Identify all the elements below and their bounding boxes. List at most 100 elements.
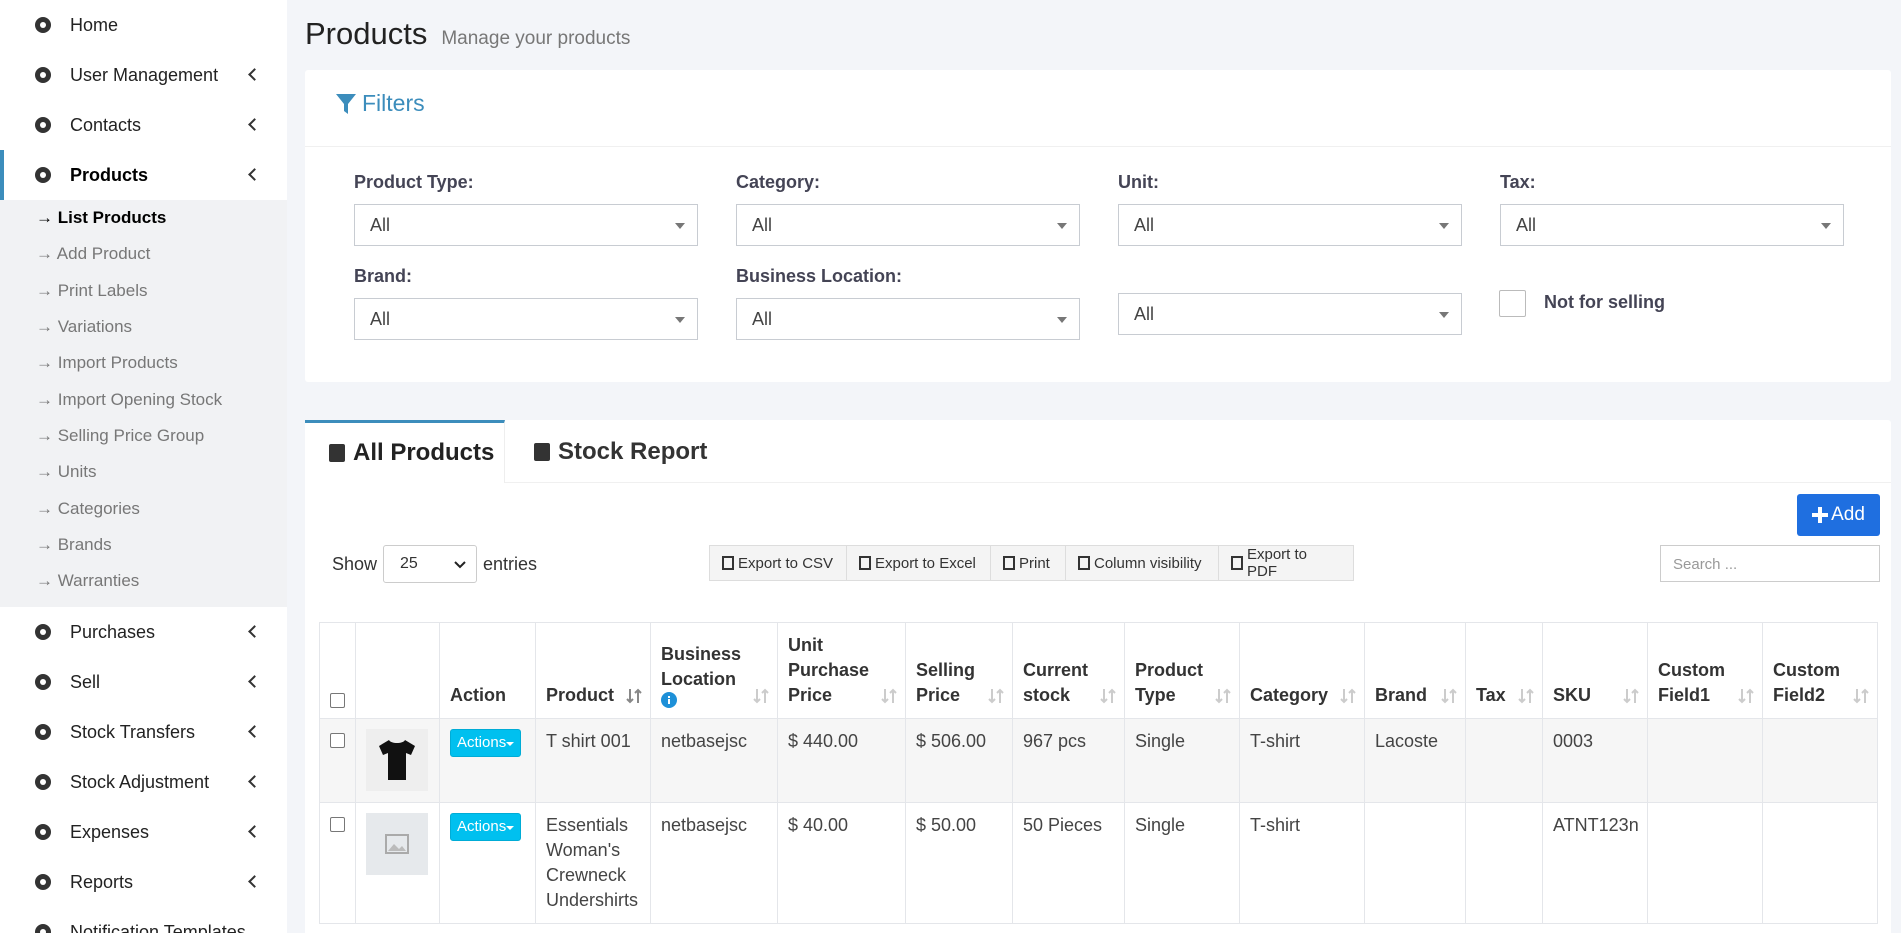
tab[interactable]: Stock Report: [530, 420, 720, 483]
filter-select[interactable]: All: [736, 298, 1080, 340]
cell-text: Single: [1135, 815, 1186, 835]
cell: $ 506.00: [905, 718, 1013, 803]
submenu-item[interactable]: → List Products: [36, 208, 167, 228]
filter-select[interactable]: All: [354, 204, 698, 246]
sidebar-item[interactable]: Purchases: [0, 607, 287, 657]
caret: [248, 875, 261, 889]
icon: [1003, 556, 1015, 570]
cell-text: Single: [1135, 731, 1186, 751]
export-button[interactable]: Column visibility: [1065, 545, 1218, 581]
submenu-item[interactable]: → Categories: [36, 498, 140, 518]
actions-button[interactable]: Actions: [450, 813, 522, 841]
submenu-item[interactable]: → Import Opening Stock: [36, 389, 223, 409]
filter-select[interactable]: All: [736, 204, 1080, 246]
sidebar-item[interactable]: Stock Transfers: [0, 707, 287, 757]
page-header: Products Manage your products: [305, 16, 630, 52]
header-cell[interactable]: Product Type: [1124, 622, 1240, 719]
cell-text: 50 Pieces: [1023, 815, 1103, 835]
icon: [1738, 688, 1754, 704]
search-placeholder: Search ...: [1673, 556, 1738, 573]
cell-text: $ 440.00: [788, 731, 859, 751]
export-label: Export to Excel: [875, 554, 976, 572]
cell: Essentials Woman's Crewneck Undershirts: [535, 802, 651, 924]
length-select[interactable]: 25: [383, 545, 478, 583]
tab[interactable]: All Products: [305, 420, 505, 483]
cell: Single: [1124, 802, 1240, 924]
row-checkbox[interactable]: [330, 817, 345, 832]
header-cell[interactable]: Custom Field1: [1647, 622, 1763, 719]
header-cell[interactable]: Category: [1239, 622, 1365, 719]
header-cell: Action: [439, 622, 536, 719]
sidebar-label: Notification Templates: [70, 921, 246, 933]
filter-select[interactable]: All: [1118, 293, 1462, 335]
export-button[interactable]: Export to Excel: [846, 545, 990, 581]
filter-select[interactable]: All: [1118, 204, 1462, 246]
filter-select[interactable]: All: [354, 298, 698, 340]
header-cell[interactable]: Custom Field2: [1762, 622, 1878, 719]
submenu-item[interactable]: → Warranties: [36, 571, 140, 591]
submenu-item[interactable]: → Units: [36, 462, 97, 482]
column-label: Custom Field1: [1658, 660, 1725, 705]
submenu-item[interactable]: → Print Labels: [36, 280, 148, 300]
header-cell[interactable]: Product: [535, 622, 651, 719]
sidebar-item[interactable]: Expenses: [0, 807, 287, 857]
sidebar: Home User Management Contacts Products → Lis…: [0, 0, 287, 933]
sidebar-label: Contacts: [70, 114, 142, 135]
submenu-item[interactable]: → Import Products: [36, 353, 178, 373]
submenu-item[interactable]: → Add Product: [36, 244, 151, 264]
table-row: Actions Essentials Woman's Crewneck Under…: [319, 802, 1878, 924]
icon: [35, 874, 51, 891]
column-label: Brand: [1375, 685, 1428, 705]
sidebar-label: Purchases: [70, 621, 156, 642]
thumbnail: [366, 729, 428, 791]
sidebar-item[interactable]: Contacts: [0, 100, 287, 150]
header-cell[interactable]: Business Location: [650, 622, 778, 719]
checkbox[interactable]: [1499, 290, 1526, 317]
header-cell[interactable]: Brand: [1364, 622, 1466, 719]
submenu-item[interactable]: → Selling Price Group: [36, 425, 205, 445]
export-button[interactable]: Export to PDF: [1218, 545, 1354, 581]
sidebar-label: User Management: [70, 64, 219, 85]
row-checkbox[interactable]: [330, 733, 345, 748]
filter-label: Unit:: [1118, 172, 1159, 192]
length-control: Show 25 entries: [332, 545, 537, 583]
header-cell[interactable]: Selling Price: [905, 622, 1013, 719]
search-input[interactable]: Search ...: [1660, 545, 1880, 582]
export-button[interactable]: Print: [990, 545, 1065, 581]
icon: [534, 442, 550, 461]
filters-toggle[interactable]: Filters: [335, 90, 425, 117]
filter-value: All: [752, 308, 773, 329]
show-label: Show: [332, 553, 378, 574]
cell: 0003: [1542, 718, 1648, 803]
sidebar-item[interactable]: Reports: [0, 857, 287, 907]
header-cell[interactable]: Tax: [1465, 622, 1543, 719]
icon: [1441, 688, 1457, 704]
cell-text: $ 40.00: [788, 815, 849, 835]
export-label: Export to CSV: [738, 554, 834, 572]
sidebar-item[interactable]: Stock Adjustment: [0, 757, 287, 807]
page-title: Products: [305, 16, 428, 51]
sidebar-item[interactable]: Home: [0, 0, 287, 50]
cell-text: T-shirt: [1250, 731, 1301, 751]
filter-select[interactable]: All: [1500, 204, 1844, 246]
sidebar-label: Sell: [70, 671, 101, 692]
submenu-item[interactable]: → Variations: [36, 317, 133, 337]
add-button[interactable]: Add: [1797, 494, 1880, 536]
header-cell[interactable]: Current stock: [1012, 622, 1125, 719]
sidebar-item[interactable]: Sell: [0, 657, 287, 707]
sidebar-item[interactable]: User Management: [0, 50, 287, 100]
length-value: 25: [400, 555, 418, 572]
select-all[interactable]: [330, 693, 345, 708]
column-label: Category: [1250, 685, 1329, 705]
submenu-item[interactable]: → Brands: [36, 534, 112, 554]
header-cell[interactable]: SKU: [1542, 622, 1648, 719]
export-button[interactable]: Export to CSV: [709, 545, 846, 581]
header-cell[interactable]: Unit Purchase Price: [777, 622, 906, 719]
sidebar-item[interactable]: Products: [0, 150, 287, 200]
sidebar-label: Products: [70, 164, 149, 185]
sidebar-item[interactable]: Notification Templates: [0, 907, 287, 933]
column-label: Product: [546, 685, 615, 705]
sidebar-label: Expenses: [70, 821, 150, 842]
actions-label: Actions: [457, 734, 507, 751]
actions-button[interactable]: Actions: [450, 729, 522, 757]
